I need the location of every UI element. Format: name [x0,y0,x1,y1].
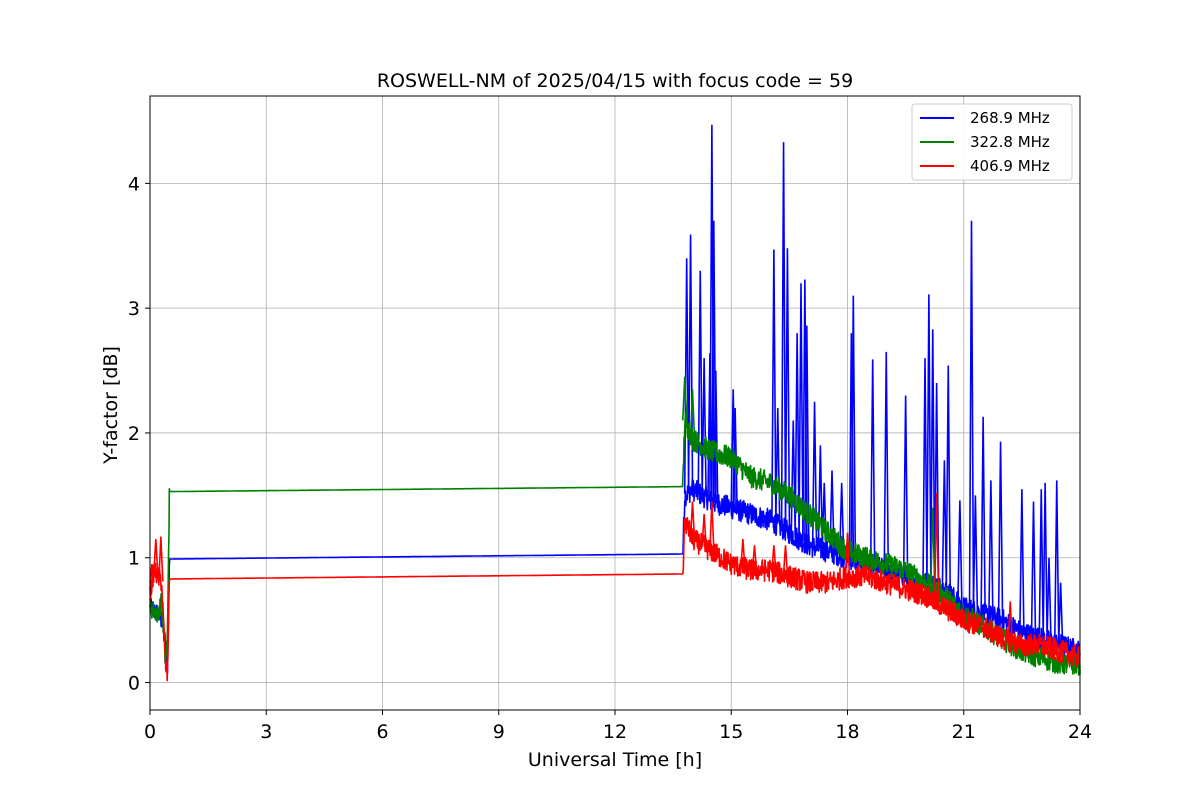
series-spike [1038,489,1045,639]
legend-box [911,103,1073,181]
series-spike [709,501,715,552]
plot-series [149,124,1081,682]
x-tick-label: 6 [376,721,388,743]
series-spike [922,358,928,583]
series-spike [771,249,777,523]
series-spike [926,294,932,584]
series-spike [902,395,909,577]
series-406-9-mhz [149,492,1081,682]
series-spike [850,295,857,560]
x-tick-label: 15 [719,721,743,743]
x-axis-label: Universal Time [h] [528,749,702,771]
series-spike [751,545,758,571]
legend-label: 406.9 MHz [970,157,1050,175]
x-tick-label: 9 [493,721,505,743]
series-spike [929,329,936,586]
x-tick-label: 3 [260,721,272,743]
series-spike [838,482,845,556]
series-spike [929,507,936,588]
series-spike [968,220,975,611]
series-spike [1046,557,1052,642]
x-tick-label: 0 [144,721,156,743]
series-spike [782,545,789,576]
series-spike [689,501,696,540]
series-spike [980,416,986,614]
x-tick-label: 21 [952,721,976,743]
series-spike [1030,501,1037,637]
series-spike [701,514,707,547]
series-spike [883,351,890,571]
series-spike [933,383,940,587]
series-spike [1053,480,1060,644]
series-spike [957,500,963,604]
legend-label: 322.8 MHz [970,133,1050,151]
series-spike [811,401,818,548]
series-spike [732,407,738,510]
chart-title: ROSWELL-NM of 2025/04/15 with focus code… [377,70,853,92]
series-spike [740,538,746,568]
series-spike [798,283,804,541]
series-spike [689,389,696,440]
series-spike [158,536,164,582]
series-spike [784,248,791,532]
series-spike [945,365,952,593]
legend: 268.9 MHz 322.8 MHz 406.9 MHz [911,103,1073,181]
series-spike [848,333,855,560]
series-spike [697,270,704,495]
series-spike [794,333,800,538]
series-spike [149,563,155,583]
y-axis-label: Y-factor [dB] [100,346,122,465]
series-spike [1057,582,1064,646]
series-spike [997,441,1004,620]
x-tick-label: 12 [603,721,627,743]
series-spike [780,142,787,530]
series-spike [988,480,994,617]
series-spike [804,325,810,545]
series-spike [933,492,940,603]
y-tick-label: 1 [128,548,140,570]
series-spike [1042,482,1048,641]
series-spike [869,359,876,566]
y-tick-label: 4 [128,173,140,195]
y-tick-label: 2 [128,423,140,445]
legend-label: 268.9 MHz [970,109,1050,127]
series-line [149,516,1081,682]
series-spike [1007,601,1014,642]
y-tick-label: 0 [128,673,140,695]
x-tick-label: 24 [1068,721,1092,743]
series-spike [681,376,688,421]
series-spike [829,470,835,553]
x-tick-label: 18 [835,721,859,743]
series-spike [972,495,979,612]
series-spike [771,545,777,572]
series-spike [941,460,948,589]
series-spike [1019,489,1025,633]
y-tick-label: 3 [128,298,140,320]
series-spike [153,538,159,574]
series-spike [844,532,851,577]
